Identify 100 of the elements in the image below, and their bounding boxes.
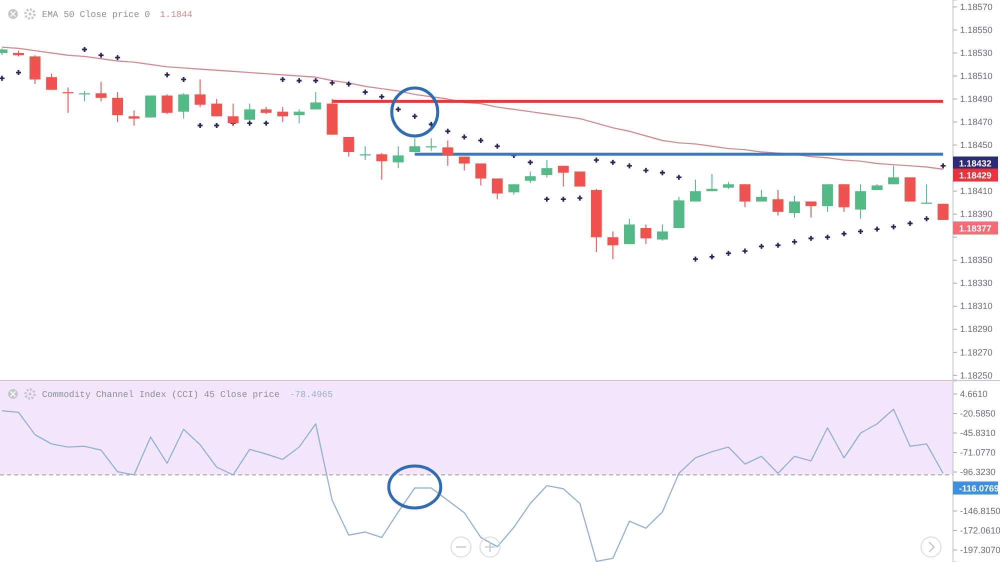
- y-tick-label: 1.18490: [960, 94, 993, 104]
- point: [660, 170, 665, 176]
- candlestick: [211, 98, 222, 117]
- point: [296, 78, 302, 84]
- candlestick: [392, 146, 404, 169]
- point: [792, 239, 798, 244]
- candlestick: [855, 184, 866, 220]
- candlestick: [145, 95, 156, 118]
- y-tick-label: 1.18350: [960, 255, 993, 266]
- point: [692, 256, 698, 262]
- y-tick-label: 1.18450: [960, 140, 993, 150]
- text: 1.18377: [959, 224, 992, 234]
- point: [908, 220, 913, 226]
- candlestick: [194, 78, 206, 108]
- point: [362, 90, 368, 95]
- candlestick: [30, 54, 40, 85]
- point: [924, 216, 930, 222]
- y-tick-label: 4.6610: [960, 388, 988, 399]
- point: [676, 174, 682, 180]
- text: Commodity Channel Index (CCI) 45 Close price: [42, 390, 280, 400]
- candlestick: [640, 224, 652, 245]
- point: [528, 160, 533, 165]
- point: [214, 123, 220, 128]
- candlestick: [294, 108, 305, 124]
- y-tick-label: 1.18410: [960, 186, 993, 196]
- y-tick-label: -96.3230: [960, 466, 996, 477]
- candlestick: [938, 203, 949, 220]
- point: [544, 196, 550, 202]
- candlestick: [376, 152, 388, 180]
- y-tick-label: 1.18550: [960, 24, 993, 35]
- point: [825, 234, 830, 240]
- candlestick: [409, 138, 420, 152]
- candlestick: [624, 218, 635, 245]
- point: [858, 228, 864, 234]
- candlestick: [112, 92, 124, 123]
- y-tick-label: 1.18310: [960, 301, 993, 312]
- candlestick: [442, 140, 454, 166]
- candlestick: [46, 73, 57, 90]
- point: [643, 168, 648, 173]
- point: [494, 144, 500, 149]
- candlestick: [458, 156, 470, 171]
- point: [16, 70, 22, 76]
- y-tick-label: -146.8150: [960, 506, 1000, 516]
- point: [115, 55, 120, 60]
- point: [330, 80, 335, 86]
- point: [758, 244, 764, 249]
- point: [940, 163, 946, 168]
- y-tick-label: 1.18390: [960, 209, 993, 220]
- candlestick: [310, 92, 322, 110]
- candlestick: [96, 81, 107, 102]
- candlestick: [343, 136, 354, 158]
- point: [610, 160, 616, 165]
- annotation: 1.1844: [160, 10, 192, 20]
- candlestick: [574, 171, 586, 188]
- point: [264, 120, 269, 126]
- text: 1.18429: [959, 170, 992, 180]
- point: [560, 196, 566, 202]
- y-tick-label: -197.3070: [960, 544, 1000, 555]
- candlestick: [524, 171, 536, 184]
- text: -116.0769: [959, 484, 1000, 494]
- y-tick-label: 1.18330: [960, 278, 993, 288]
- y-tick-label: 1.18510: [960, 70, 993, 81]
- point: [0, 76, 5, 81]
- candlestick: [558, 165, 569, 188]
- annotation: -78.4965: [290, 390, 333, 400]
- point: [98, 52, 104, 58]
- point: [164, 72, 170, 78]
- y-tick-label: 1.18470: [960, 116, 993, 127]
- candlestick: [690, 179, 701, 202]
- candlestick: [789, 195, 800, 218]
- point: [462, 134, 467, 140]
- point: [346, 82, 352, 87]
- candlestick: [607, 230, 618, 260]
- candlestick: [162, 94, 173, 114]
- point: [874, 226, 880, 232]
- y-tick-label: 1.18290: [960, 324, 993, 334]
- point: [577, 196, 582, 201]
- candlestick: [772, 190, 784, 216]
- point: [478, 138, 484, 143]
- candlestick: [178, 92, 190, 120]
- candlestick: [838, 184, 850, 212]
- point: [313, 78, 318, 84]
- line-series: [1, 408, 944, 562]
- point: [82, 47, 88, 52]
- candlestick: [492, 178, 503, 200]
- point: [198, 123, 203, 128]
- candlestick: [277, 106, 288, 123]
- point: [808, 236, 814, 241]
- y-tick-label: -71.0770: [960, 447, 996, 458]
- candlestick: [541, 160, 552, 178]
- point: [842, 231, 847, 236]
- candlestick: [921, 184, 932, 204]
- y-tick-label: 1.18270: [960, 347, 993, 358]
- y-tick-label: 1.18570: [960, 2, 993, 12]
- candlestick: [508, 184, 520, 196]
- candlestick: [475, 163, 486, 186]
- point: [742, 248, 748, 254]
- candlestick: [62, 87, 74, 114]
- text: EMA 50 Close price 0: [42, 10, 150, 20]
- point: [445, 128, 450, 134]
